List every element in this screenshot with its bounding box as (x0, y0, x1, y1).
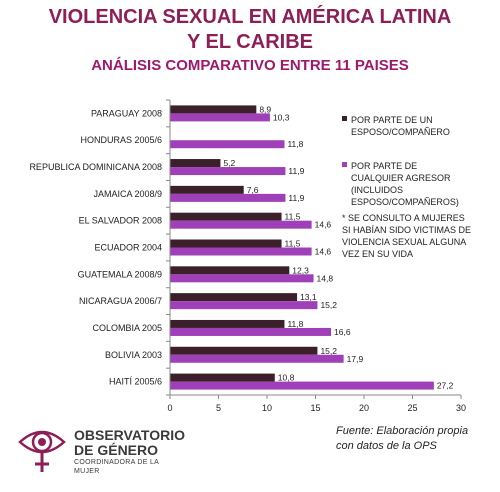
x-tick-label: 25 (407, 403, 417, 413)
data-label: 11,9 (288, 193, 304, 203)
bar-any (170, 113, 270, 122)
bar-spouse (170, 159, 221, 168)
source-note: Fuente: Elaboración propia con datos de … (336, 424, 468, 454)
data-label: 5,2 (223, 158, 235, 168)
legend-swatch-spouse (342, 116, 347, 121)
chart-subtitle: ANÁLISIS COMPARATIVO ENTRE 11 PAISES (91, 57, 409, 74)
x-tick-label: 10 (262, 403, 272, 413)
x-tick-label: 30 (456, 403, 466, 413)
category-label: COLOMBIA 2005 (92, 323, 162, 333)
bar-any (170, 301, 318, 310)
logo-line1: OBSERVATORIO (74, 427, 185, 443)
data-label: 14,6 (315, 220, 332, 230)
bar-any (170, 167, 286, 176)
category-label: NICARAGUA 2006/7 (79, 296, 162, 306)
bar-any (170, 354, 344, 363)
bar-spouse (170, 239, 282, 248)
data-label: 12,3 (292, 265, 309, 275)
category-label: BOLIVIA 2003 (105, 350, 162, 360)
data-label: 11,5 (285, 239, 301, 249)
data-label: 7,6 (247, 185, 259, 195)
chart-title: VIOLENCIA SEXUAL EN AMÉRICA LATINA (48, 6, 452, 28)
bar-any (170, 381, 434, 390)
category-label: HONDURAS 2005/6 (80, 135, 162, 145)
legend-label-spouse: POR PARTE DE UN ESPOSO/COMPAÑERO (351, 115, 450, 137)
data-label: 10,3 (273, 112, 290, 122)
bar-any (170, 327, 332, 336)
category-label: REPUBLICA DOMINICANA 2008 (29, 162, 162, 172)
data-label: 10,8 (278, 373, 295, 383)
data-label: 11,8 (287, 319, 303, 329)
data-label: 27,2 (437, 381, 454, 391)
logo-line2: DE GÉNERO (74, 442, 159, 458)
x-tick-label: 15 (310, 403, 320, 413)
source-line1: Fuente: Elaboración propia (336, 425, 469, 437)
logo-line3: COORDINADORA DE LA MUJER (74, 459, 159, 475)
bar-spouse (170, 105, 257, 114)
bar-spouse (170, 185, 244, 194)
category-label: EL SALVADOR 2008 (79, 216, 162, 226)
logo-text: OBSERVATORIO DE GÉNERO COORDINADORA DE L… (74, 428, 186, 476)
data-label: 15,2 (320, 300, 337, 310)
bar-spouse (170, 346, 318, 355)
legend-item-any: POR PARTE DE CUALQUIER AGRESOR (INCLUIDO… (342, 160, 472, 208)
x-tick-label: 20 (359, 403, 369, 413)
data-label: 13,1 (300, 292, 317, 302)
bar-spouse (170, 266, 290, 275)
bar-any (170, 274, 314, 283)
bar-any (170, 140, 285, 149)
data-label: 16,6 (334, 327, 351, 337)
x-tick-label: 0 (167, 403, 172, 413)
bar-any (170, 220, 312, 229)
category-label: GUATEMALA 2008/9 (78, 269, 162, 279)
venus-eye-icon (18, 430, 66, 472)
legend-item-spouse: POR PARTE DE UN ESPOSO/COMPAÑERO (342, 114, 452, 138)
bar-any (170, 247, 312, 256)
data-label: 8,9 (259, 104, 271, 114)
data-label: 17,9 (347, 354, 364, 364)
data-label: 11,8 (287, 139, 303, 149)
legend-label-any: POR PARTE DE CUALQUIER AGRESOR (INCLUIDO… (351, 161, 459, 207)
source-line2: con datos de la OPS (336, 440, 437, 452)
category-label: JAMAICA 2008/9 (93, 189, 162, 199)
survey-note: * SE CONSULTO A MUJERES SI HABÍAN SIDO V… (342, 213, 472, 259)
bar-spouse (170, 319, 285, 328)
data-label: 11,9 (288, 166, 304, 176)
data-label: 11,5 (285, 212, 301, 222)
observatorio-logo: OBSERVATORIO DE GÉNERO COORDINADORA DE L… (16, 420, 186, 480)
data-label: 14,8 (317, 273, 334, 283)
chart-title-line2: Y EL CARIBE (187, 31, 313, 53)
data-label: 15,2 (320, 346, 337, 356)
bar-spouse (170, 293, 298, 302)
x-tick-label: 5 (216, 403, 221, 413)
category-label: ECUADOR 2004 (94, 243, 162, 253)
legend-swatch-any (342, 162, 347, 167)
category-label: PARAGUAY 2008 (91, 108, 162, 118)
data-label: 14,6 (315, 247, 332, 257)
bar-spouse (170, 212, 282, 221)
category-label: HAITÍ 2005/6 (109, 377, 162, 387)
bar-spouse (170, 373, 275, 382)
bar-any (170, 193, 286, 202)
